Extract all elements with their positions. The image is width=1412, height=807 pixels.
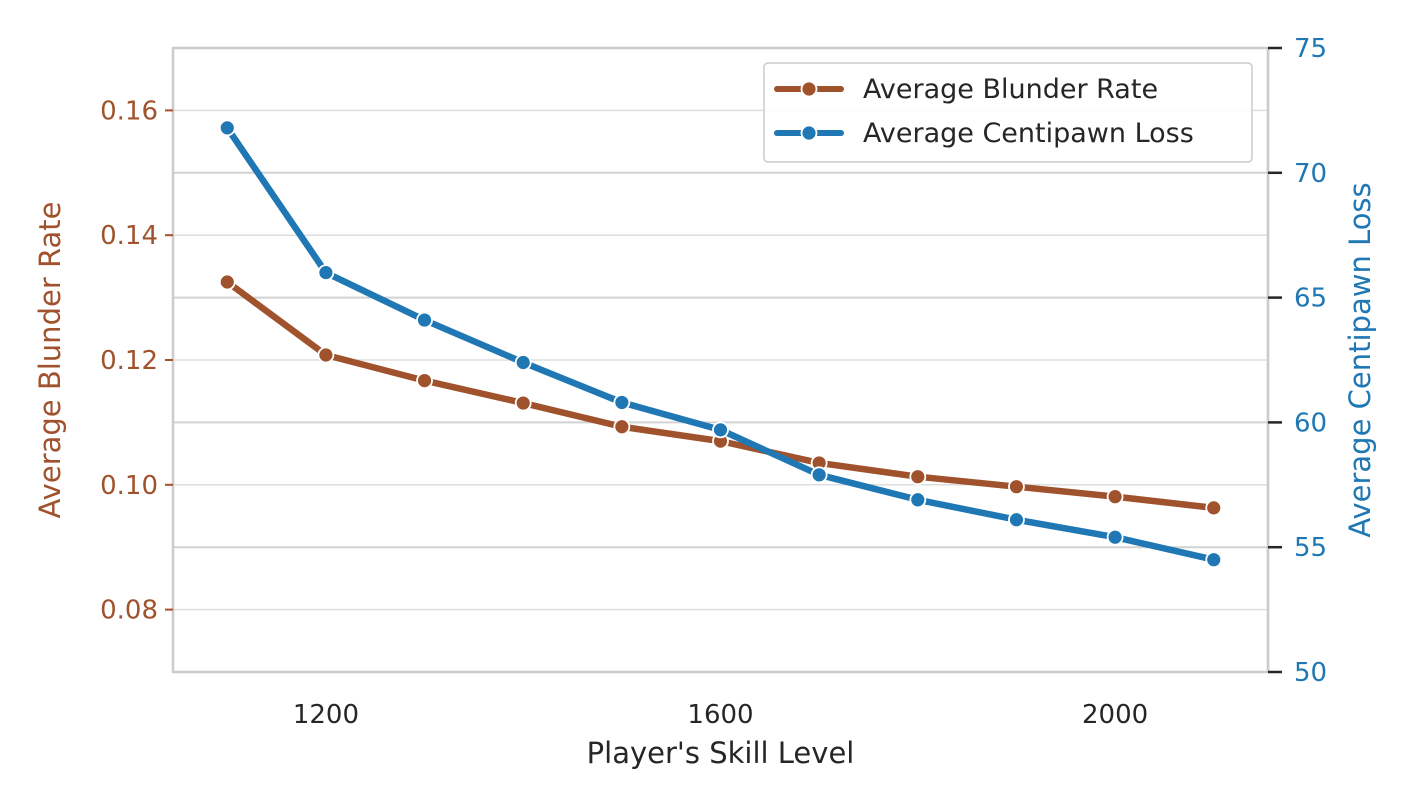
left-tick-label: 0.16	[100, 96, 158, 126]
right-tick-label: 60	[1294, 408, 1327, 438]
data-point	[1008, 511, 1025, 529]
data-point	[317, 346, 335, 364]
right-tick-label: 70	[1294, 159, 1327, 189]
right-tick-label: 55	[1294, 533, 1327, 563]
data-point	[1106, 528, 1124, 546]
left-axis-title: Average Blunder Rate	[33, 202, 67, 519]
x-tick-label: 1600	[687, 700, 753, 730]
right-tick-label: 65	[1294, 284, 1327, 314]
data-point	[909, 491, 927, 509]
data-point	[909, 468, 927, 486]
data-point	[514, 394, 532, 412]
legend-swatch-marker	[800, 80, 818, 98]
legend-entry-blunder-rate: Average Blunder Rate	[774, 74, 1158, 105]
data-point	[416, 372, 433, 389]
legend-entry-centipawn-loss: Average Centipawn Loss	[774, 118, 1194, 149]
legend-swatch-marker	[800, 124, 818, 142]
data-point	[613, 394, 631, 411]
x-tick-label: 2000	[1082, 700, 1148, 730]
left-tick-label: 0.08	[100, 596, 158, 626]
legend-box	[763, 62, 1253, 163]
data-point	[218, 119, 236, 137]
right-tick-label: 75	[1294, 34, 1327, 64]
data-point	[317, 264, 335, 282]
x-tick-label: 1200	[293, 700, 359, 730]
data-point	[613, 418, 631, 436]
left-axis-ticks: 0.08 0.10 0.12 0.14 0.16	[100, 96, 173, 626]
data-point	[1008, 478, 1025, 496]
x-axis-ticks: 1200 1600 2000	[293, 700, 1148, 730]
series-line-0	[224, 278, 1217, 512]
left-tick-label: 0.12	[100, 346, 158, 376]
legend-label: Average Centipawn Loss	[863, 118, 1194, 149]
legend: Average Blunder Rate Average Centipawn L…	[763, 62, 1253, 163]
right-axis-title: Average Centipawn Loss	[1343, 182, 1377, 537]
data-point	[1205, 499, 1223, 517]
data-point	[1106, 488, 1124, 506]
left-tick-label: 0.14	[100, 221, 158, 251]
data-point	[810, 466, 828, 484]
x-axis-title: Player's Skill Level	[587, 736, 855, 770]
data-point	[1205, 551, 1223, 569]
data-point	[514, 354, 532, 371]
legend-label: Average Blunder Rate	[863, 74, 1158, 105]
data-point	[712, 421, 729, 439]
series-layer	[218, 119, 1223, 569]
right-axis-ticks: 50 55 60 65 70 75	[1268, 34, 1327, 688]
data-point	[218, 273, 236, 291]
data-point	[416, 311, 433, 329]
left-tick-label: 0.10	[100, 471, 158, 501]
right-tick-label: 50	[1294, 658, 1327, 688]
